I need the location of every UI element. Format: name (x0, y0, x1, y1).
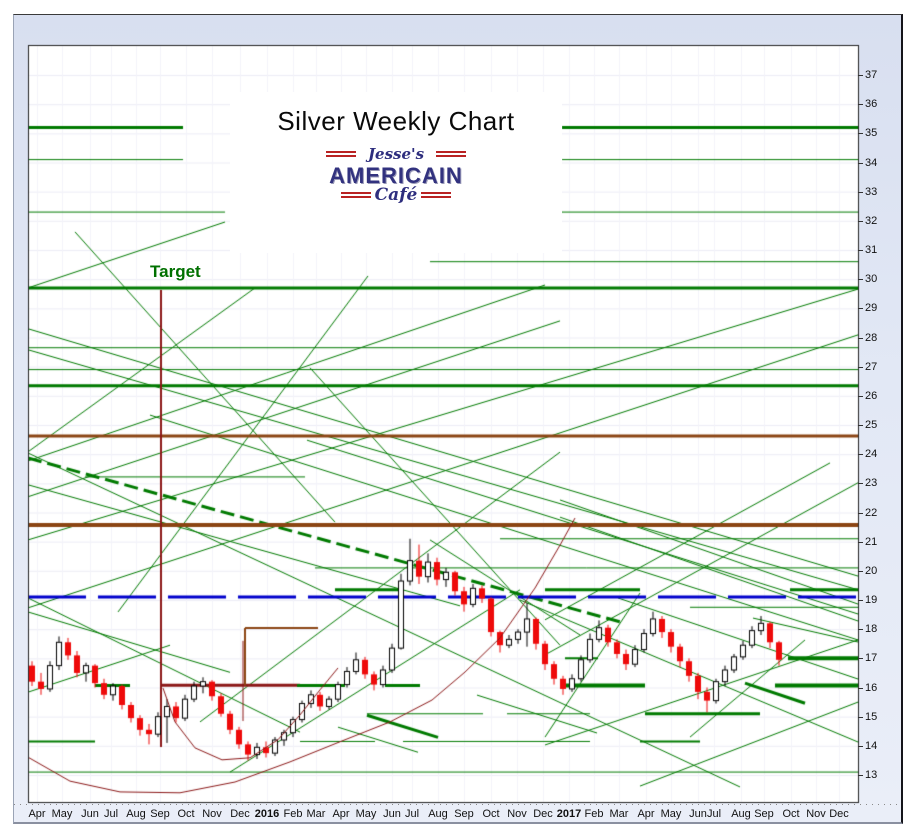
y-axis-label: 32 (865, 215, 878, 227)
y-axis-label: 27 (865, 361, 878, 373)
y-axis-label: 23 (865, 477, 878, 489)
y-axis-label: 37 (865, 69, 878, 81)
y-axis-tick (858, 775, 863, 776)
y-axis-label: 33 (865, 186, 878, 198)
x-axis-month-label: Oct (482, 808, 500, 820)
x-axis-month-label: Sep (150, 808, 170, 820)
x-axis-month-label: Mar (609, 808, 629, 820)
x-axis-month-label: Dec (829, 808, 849, 820)
y-axis-tick (858, 454, 863, 455)
x-axis-month-label: Jun (81, 808, 99, 820)
x-axis-month-label: May (51, 808, 73, 820)
y-axis-label: 34 (865, 157, 878, 169)
logo-flourish-icon (436, 151, 467, 159)
y-axis-label: 18 (865, 623, 878, 635)
y-axis-tick (858, 746, 863, 747)
x-axis-month-label: Dec (533, 808, 553, 820)
chart-title: Silver Weekly Chart (277, 106, 515, 136)
x-axis-month-label: Nov (806, 808, 826, 820)
x-axis-month-label: Jun (689, 808, 707, 820)
x-axis-month-label: Feb (283, 808, 303, 820)
x-axis-month-label: Aug (731, 808, 751, 820)
y-axis-tick (858, 425, 863, 426)
y-axis-tick (858, 133, 863, 134)
y-axis-tick (858, 483, 863, 484)
y-axis-label: 13 (865, 769, 878, 781)
x-axis-month-label: Oct (782, 808, 800, 820)
y-axis-tick (858, 250, 863, 251)
y-axis-label: 17 (865, 652, 878, 664)
x-axis-month-label: Jul (103, 808, 119, 820)
x-axis-month-label: Apr (332, 808, 350, 820)
x-axis-month-label: Sep (454, 808, 474, 820)
y-axis-label: 28 (865, 332, 878, 344)
logo-jesses-text: Jesse's (367, 145, 425, 163)
x-axis-month-label: Mar (306, 808, 326, 820)
x-axis-month-label: Nov (202, 808, 222, 820)
y-axis-tick (858, 396, 863, 397)
y-axis-label: 25 (865, 419, 878, 431)
y-axis-label: 22 (865, 507, 878, 519)
x-axis-month-label: Apr (28, 808, 46, 820)
logo-americain-text: AMERICAIN (329, 162, 463, 188)
y-axis-tick (858, 571, 863, 572)
y-axis-tick (858, 104, 863, 105)
y-axis-tick (858, 163, 863, 164)
y-axis-label: 24 (865, 448, 878, 460)
y-axis-label: 16 (865, 682, 878, 694)
y-axis-label: 21 (865, 536, 878, 548)
y-axis-label: 14 (865, 740, 878, 752)
y-axis-tick (858, 542, 863, 543)
y-axis-label: 31 (865, 244, 878, 256)
y-axis-label: 26 (865, 390, 878, 402)
y-axis-tick (858, 717, 863, 718)
x-axis-year-label: 2017 (556, 808, 582, 820)
x-axis-month-label: May (660, 808, 682, 820)
y-axis-label: 19 (865, 594, 878, 606)
x-axis-month-label: Jul (706, 808, 722, 820)
y-axis-label: 29 (865, 302, 878, 314)
y-axis-label: 36 (865, 98, 878, 110)
y-axis-tick (858, 367, 863, 368)
logo-flourish-icon (421, 192, 452, 200)
y-axis-tick (858, 513, 863, 514)
x-axis-month-label: Oct (177, 808, 195, 820)
x-axis-month-label: Sep (754, 808, 774, 820)
x-axis-month-label: Jun (383, 808, 401, 820)
logo-flourish-icon (325, 151, 356, 159)
y-axis-label: 20 (865, 565, 878, 577)
logo-flourish-icon (340, 192, 371, 200)
x-axis-month-label: Aug (428, 808, 448, 820)
x-axis-month-label: Aug (126, 808, 146, 820)
x-axis-minor-ticks (14, 804, 902, 805)
y-axis-tick (858, 279, 863, 280)
title-box: Silver Weekly Chart Jesse's AMERICAIN Ca… (230, 92, 562, 253)
x-axis-year-label: 2016 (254, 808, 280, 820)
logo-cafe-text: Café (374, 184, 418, 205)
x-axis-month-label: Nov (507, 808, 527, 820)
y-axis-tick (858, 338, 863, 339)
x-axis-month-label: May (355, 808, 377, 820)
y-axis-label: 15 (865, 711, 878, 723)
y-axis-tick (858, 658, 863, 659)
x-axis-month-label: Jul (404, 808, 420, 820)
y-axis-tick (858, 629, 863, 630)
cafe-logo: Jesse's AMERICAIN Café (230, 145, 562, 205)
x-axis-month-label: Dec (230, 808, 250, 820)
x-axis-month-label: Feb (584, 808, 604, 820)
y-axis-tick (858, 75, 863, 76)
y-axis-tick (858, 688, 863, 689)
target-label: Target (150, 262, 201, 281)
y-axis-label: 30 (865, 273, 878, 285)
y-axis-tick (858, 600, 863, 601)
y-axis-tick (858, 221, 863, 222)
y-axis-tick (858, 192, 863, 193)
x-axis-month-label: Apr (637, 808, 655, 820)
y-axis-label: 35 (865, 127, 878, 139)
y-axis-tick (858, 308, 863, 309)
